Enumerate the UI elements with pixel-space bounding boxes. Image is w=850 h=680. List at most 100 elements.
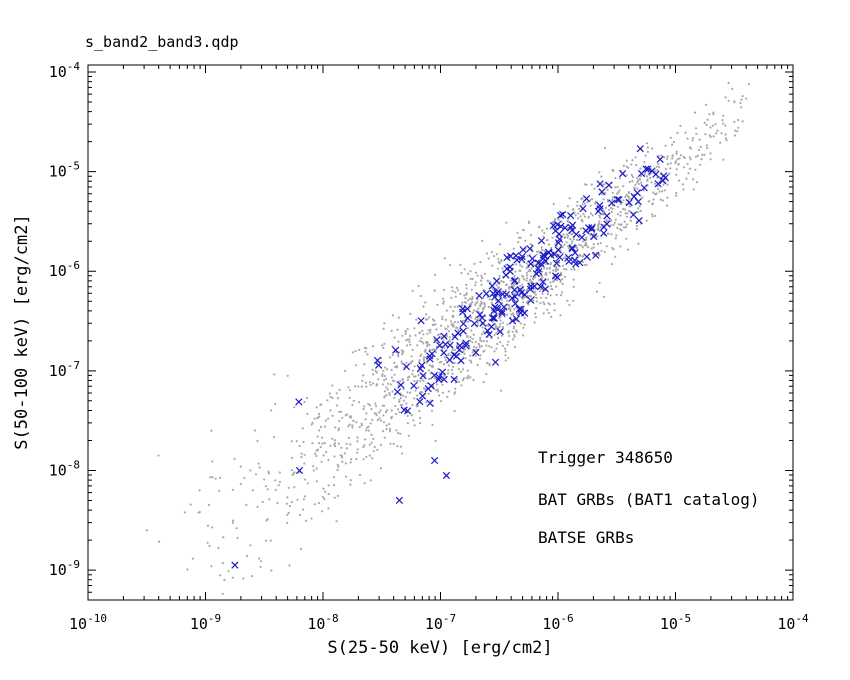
- legend-item-batse-grbs: BATSE GRBs: [538, 528, 634, 547]
- batse-grb-point: [335, 392, 338, 395]
- batse-grb-point: [398, 398, 401, 402]
- bat-grb-point: [583, 253, 591, 261]
- batse-grb-point: [709, 152, 712, 155]
- batse-grb-point: [364, 438, 367, 441]
- batse-grb-point: [490, 301, 493, 304]
- batse-grb-point: [523, 316, 527, 320]
- batse-grb-point: [411, 373, 414, 376]
- batse-grb-point: [464, 297, 467, 300]
- batse-grb-point: [585, 244, 588, 247]
- batse-grb-point: [379, 467, 383, 470]
- batse-grb-point: [501, 270, 505, 273]
- batse-grb-point: [402, 387, 405, 390]
- bat-grb-point: [476, 310, 484, 319]
- batse-grb-point: [414, 389, 417, 392]
- batse-grb-point: [685, 177, 688, 180]
- bat-grb-point: [373, 356, 382, 365]
- bat-grb-point: [541, 285, 550, 293]
- batse-grb-point: [295, 440, 298, 443]
- batse-grb-point: [674, 160, 678, 163]
- batse-grb-point: [552, 222, 555, 225]
- batse-grb-point: [485, 372, 488, 376]
- batse-grb-point: [469, 376, 472, 379]
- batse-grb-point: [538, 290, 541, 293]
- batse-grb-point: [419, 422, 422, 425]
- batse-grb-point: [528, 281, 531, 284]
- batse-grb-point: [315, 449, 318, 452]
- batse-grb-point: [508, 304, 511, 307]
- batse-grb-point: [553, 302, 556, 305]
- batse-grb-point: [624, 212, 627, 215]
- bat-grb-point: [490, 314, 498, 322]
- bat-grb-point: [635, 216, 643, 225]
- batse-grb-point: [648, 200, 651, 203]
- batse-grb-point: [692, 188, 695, 191]
- batse-grb-point: [210, 565, 213, 568]
- batse-grb-point: [511, 338, 515, 341]
- bat-grb-point: [596, 180, 604, 188]
- batse-grb-point: [312, 469, 315, 472]
- batse-grb-point: [470, 329, 473, 332]
- batse-grb-point: [631, 180, 634, 183]
- batse-grb-point: [290, 440, 293, 443]
- batse-grb-point: [374, 402, 377, 405]
- batse-grb-point: [739, 101, 742, 105]
- batse-grb-point: [722, 158, 725, 161]
- batse-grb-point: [347, 386, 350, 389]
- batse-grb-point: [507, 340, 510, 343]
- batse-grb-point: [628, 197, 631, 200]
- batse-grb-point: [331, 414, 334, 417]
- batse-grb-point: [706, 118, 709, 121]
- batse-grb-point: [504, 347, 507, 350]
- batse-grb-point: [645, 219, 648, 222]
- batse-grb-point: [328, 392, 331, 395]
- y-axis-label: S(50-100 keV) [erg/cm2]: [12, 214, 32, 449]
- batse-grb-point: [419, 294, 422, 298]
- batse-grb-point: [206, 541, 209, 544]
- batse-grb-point: [689, 158, 692, 161]
- batse-grb-point: [424, 301, 427, 304]
- batse-grb-point: [363, 346, 366, 349]
- batse-grb-point: [557, 218, 560, 221]
- batse-grb-point: [737, 118, 740, 122]
- batse-grb-point: [551, 288, 554, 291]
- batse-grb-point: [601, 193, 604, 196]
- batse-grb-point: [251, 489, 254, 492]
- batse-grb-point: [512, 327, 515, 330]
- batse-grb-point: [323, 425, 327, 428]
- batse-grb-point: [711, 124, 715, 127]
- bat-grb-point: [545, 249, 553, 257]
- batse-grb-point: [631, 159, 634, 162]
- batse-grb-point: [554, 268, 558, 271]
- batse-grb-point: [519, 264, 522, 267]
- batse-grb-point: [625, 159, 629, 162]
- batse-grb-point: [469, 336, 472, 339]
- batse-grb-point: [639, 175, 643, 178]
- batse-grb-point: [563, 243, 566, 246]
- batse-grb-point: [529, 275, 533, 278]
- batse-grb-point: [382, 327, 385, 330]
- batse-grb-point: [454, 291, 457, 294]
- tick-label: 10-7: [425, 612, 456, 633]
- batse-grb-point: [364, 418, 367, 421]
- batse-grb-point: [372, 450, 375, 453]
- batse-grb-point: [681, 183, 685, 186]
- batse-grb-point: [577, 212, 580, 215]
- batse-grb-point: [478, 316, 481, 319]
- batse-grb-point: [542, 312, 545, 315]
- batse-grb-point: [508, 285, 511, 288]
- batse-grb-point: [442, 302, 445, 305]
- bat-grb-point: [516, 285, 524, 294]
- batse-grb-point: [586, 246, 590, 249]
- batse-grb-point: [545, 271, 548, 274]
- batse-grb-point: [611, 198, 614, 201]
- batse-grb-point: [321, 442, 324, 445]
- batse-grb-point: [415, 318, 418, 321]
- batse-grb-point: [532, 263, 535, 266]
- batse-grb-point: [471, 351, 474, 354]
- batse-grb-point: [651, 147, 654, 150]
- batse-grb-point: [591, 214, 594, 217]
- batse-grb-point: [555, 279, 559, 282]
- batse-grb-point: [443, 257, 446, 260]
- batse-grb-point: [401, 378, 404, 381]
